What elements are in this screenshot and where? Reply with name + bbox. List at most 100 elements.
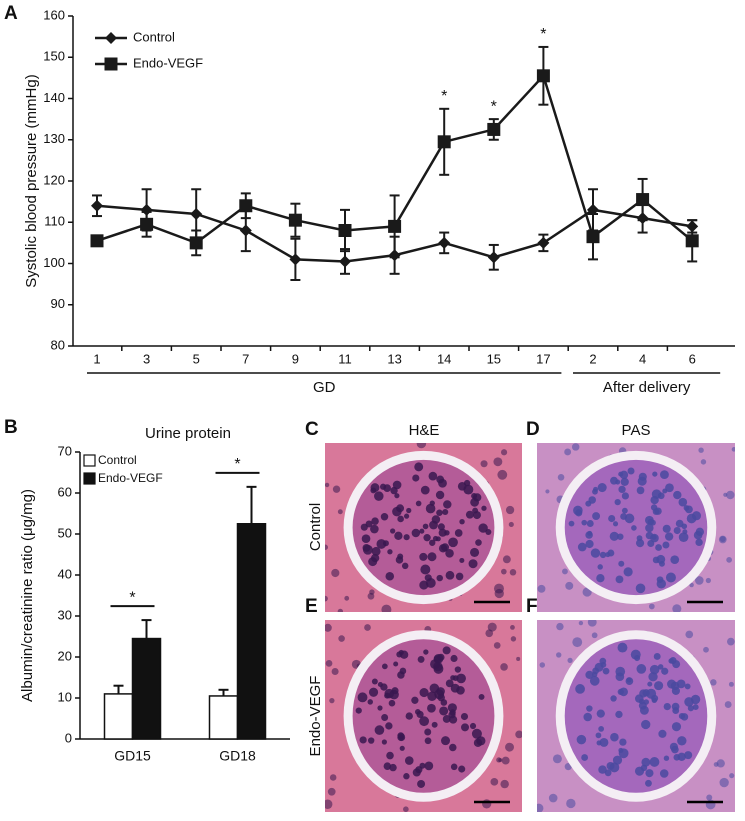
cell	[500, 779, 509, 789]
nucleus	[381, 714, 389, 721]
nucleus	[625, 677, 634, 685]
nucleus	[387, 549, 393, 555]
nucleus	[610, 732, 619, 742]
nucleus	[684, 683, 691, 690]
nucleus	[469, 722, 477, 730]
nucleus	[677, 736, 687, 746]
nucleus	[403, 534, 410, 541]
nucleus	[478, 523, 488, 533]
nucleus	[470, 497, 480, 507]
nucleus	[392, 480, 402, 490]
nucleus	[638, 698, 645, 705]
group-label: After delivery	[603, 379, 691, 396]
nucleus	[585, 539, 594, 549]
nucleus	[678, 532, 689, 543]
nucleus	[597, 483, 607, 493]
nucleus	[381, 739, 387, 745]
nucleus	[455, 572, 464, 581]
nucleus	[368, 687, 379, 697]
nucleus	[419, 716, 430, 727]
cell	[564, 448, 572, 456]
y-tick-label: 160	[43, 7, 65, 22]
nucleus	[370, 524, 379, 534]
nucleus	[388, 699, 396, 707]
nucleus	[608, 514, 616, 523]
nucleus	[657, 664, 664, 670]
nucleus	[380, 513, 389, 521]
nucleus	[592, 512, 601, 521]
cell	[567, 657, 573, 663]
nucleus	[600, 661, 607, 668]
nucleus	[637, 476, 647, 486]
cell	[587, 620, 597, 627]
nucleus	[473, 738, 483, 747]
nucleus	[465, 510, 474, 519]
nucleus	[588, 496, 596, 504]
nucleus	[419, 580, 429, 590]
nucleus	[687, 705, 694, 712]
group-label: GD	[313, 379, 336, 396]
nucleus	[591, 671, 598, 678]
y-tick-label: 40	[58, 566, 72, 581]
cell	[726, 490, 735, 500]
nucleus	[655, 544, 662, 551]
nucleus	[639, 705, 649, 715]
cell	[726, 556, 732, 563]
nucleus	[583, 712, 592, 722]
cell	[727, 637, 735, 646]
nucleus	[617, 533, 624, 540]
nucleus	[438, 528, 447, 537]
nucleus	[653, 653, 661, 660]
cell	[329, 774, 337, 781]
x-tick-label: 2	[589, 351, 596, 366]
cell	[325, 623, 332, 632]
nucleus	[685, 505, 693, 514]
cell	[493, 457, 503, 467]
nucleus	[441, 736, 451, 746]
nucleus	[406, 507, 412, 514]
cell	[331, 668, 339, 676]
x-tick-label: 7	[242, 351, 249, 366]
point-marker	[685, 234, 699, 248]
nucleus	[695, 538, 703, 547]
cell	[501, 756, 510, 765]
nucleus	[441, 543, 450, 552]
nucleus	[590, 548, 601, 558]
micrograph	[537, 620, 735, 812]
x-tick-label: 5	[193, 351, 200, 366]
nucleus	[396, 504, 405, 513]
nucleus	[368, 557, 378, 567]
significance-star: *	[491, 98, 497, 115]
nucleus	[414, 709, 421, 715]
cell	[556, 652, 562, 658]
glomerulus	[352, 639, 495, 793]
cell	[545, 489, 550, 494]
micrograph	[325, 620, 522, 812]
x-tick-label: 9	[292, 351, 299, 366]
nucleus	[586, 705, 593, 712]
nucleus	[680, 713, 689, 721]
nucleus	[355, 707, 362, 714]
x-tick-label: 1	[93, 351, 100, 366]
nucleus	[691, 511, 702, 521]
nucleus	[423, 533, 431, 542]
nucleus	[456, 673, 466, 684]
nucleus	[449, 715, 458, 724]
nucleus	[423, 649, 429, 655]
nucleus	[399, 667, 407, 675]
nucleus	[663, 755, 670, 761]
nucleus	[386, 751, 394, 760]
point-marker	[537, 236, 550, 249]
nucleus	[670, 555, 680, 565]
nucleus	[359, 736, 367, 744]
nucleus	[460, 712, 469, 721]
point-marker	[288, 213, 302, 227]
nucleus	[641, 757, 651, 767]
legend-label: Control	[98, 453, 137, 467]
y-tick-label: 80	[51, 337, 65, 352]
cell	[537, 584, 546, 593]
nucleus	[656, 579, 667, 589]
nucleus	[425, 503, 436, 514]
nucleus	[393, 661, 399, 667]
